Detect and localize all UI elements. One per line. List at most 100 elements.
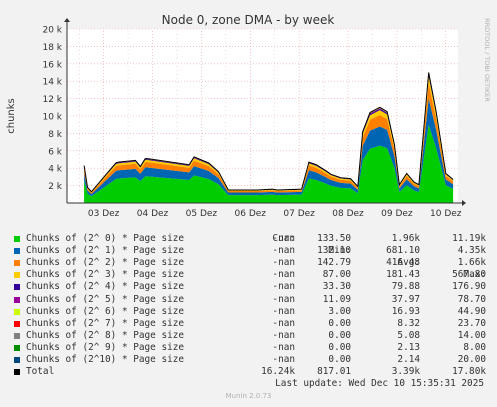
legend-header-max: Max: [463,269,486,281]
last-update: Last update: Wed Dec 10 15:35:31 2025 [275,378,484,389]
legend-avg: 681.10 [386,245,420,257]
legend-swatch [14,320,20,327]
legend-avg: 5.08 [397,329,420,341]
legend-current: 16.24k [261,366,295,378]
munin-version: Munin 2.0.73 [225,392,272,400]
x-tick-label: 05 Dez [186,209,218,219]
y-tick-label: 14 k [42,78,62,88]
legend-current: -nan [272,233,295,245]
legend-max: 11.19k [452,233,486,245]
legend-min: 33.30 [322,281,351,293]
legend-name: Chunks of (2^ 7) * Page size [26,317,185,329]
legend-min: 3.00 [328,305,351,317]
legend-current: -nan [272,329,295,341]
legend-name: Total [26,366,55,378]
legend-swatch [14,344,20,351]
x-axis-arrow [462,200,466,206]
legend-swatch [14,332,20,339]
legend-name: Chunks of (2^ 6) * Page size [26,305,185,317]
legend-max: 4.35k [457,245,486,257]
legend-swatch [14,357,20,364]
legend-current: -nan [272,317,295,329]
legend-min: 0.00 [328,317,351,329]
legend-name: Chunks of (2^ 5) * Page size [26,293,185,305]
y-tick-label: 2 k [48,182,63,192]
x-tick-label: 09 Dez [381,209,413,219]
legend-avg: 1.96k [391,233,420,245]
legend-row: Chunks of (2^10) * Page size -nan 0.00 2.14… [14,354,489,366]
legend-current: -nan [272,269,295,281]
legend-current: -nan [272,281,295,293]
legend-row: Chunks of (2^ 3) * Page size -nan 87.00 181… [14,269,489,281]
legend-row: Chunks of (2^ 6) * Page size -nan 3.00 16.9… [14,306,489,318]
legend-max: 23.70 [457,317,486,329]
legend-row: Chunks of (2^ 0) * Page size -nan 133.50 1.… [14,233,489,245]
x-tick-label: 04 Dez [137,209,169,219]
legend-avg: 8.32 [397,317,420,329]
legend-avg: 16.93 [391,305,420,317]
legend-min: 142.79 [317,257,351,269]
legend-avg: 2.13 [397,341,420,353]
legend-max: 1.66k [457,257,486,269]
legend-min: 87.00 [322,269,351,281]
legend-min: 0.00 [328,354,351,366]
legend-header-cur: Cur: [272,233,295,245]
legend-row: Chunks of (2^ 7) * Page size -nan 0.00 8.32… [14,318,489,330]
legend-current: -nan [272,354,295,366]
chart-title: Node 0, zone DMA - by week [162,13,335,27]
legend-name: Chunks of (2^ 9) * Page size [26,341,185,353]
legend-name: Chunks of (2^10) * Page size [26,354,185,366]
y-tick-label: 12 k [42,95,62,105]
area-chunks-of-2-1-page-size [84,98,454,197]
legend-swatch [14,296,20,303]
legend-row: Chunks of (2^ 4) * Page size -nan 33.30 79.… [14,281,489,293]
legend-name: Chunks of (2^ 0) * Page size [26,233,185,245]
legend-current: -nan [272,305,295,317]
legend-header: Cur: Min: Avg: Max: [14,221,489,280]
legend-avg: 3.39k [391,366,420,378]
legend-max: 8.00 [463,341,486,353]
legend-max: 14.00 [457,329,486,341]
area-chunks-of-2-0-page-size [84,124,454,203]
legend-row: Chunks of (2^ 5) * Page size -nan 11.09 37.… [14,294,489,306]
legend-min: 0.00 [328,341,351,353]
legend-max: 176.90 [452,281,486,293]
y-tick-label: 6 k [48,147,63,157]
y-axis-label: chunks [6,98,17,134]
y-axis-arrow [64,18,70,22]
legend-min: 133.50 [317,233,351,245]
legend-avg: 416.48 [386,257,420,269]
x-tick-label: 10 Dez [430,209,462,219]
legend-swatch [14,369,20,376]
y-tick-label: 10 k [42,113,62,123]
legend-header-avg: Avg: [397,257,420,269]
legend-current: -nan [272,341,295,353]
legend-max: 567.80 [452,269,486,281]
legend-avg: 2.14 [397,354,420,366]
legend-max: 78.70 [457,293,486,305]
legend-row: Chunks of (2^ 9) * Page size -nan 0.00 2.13… [14,342,489,354]
legend-row: Chunks of (2^ 1) * Page size -nan 132.10 68… [14,245,489,257]
x-tick-label: 07 Dez [283,209,315,219]
legend-max: 17.80k [452,366,486,378]
legend-row: Chunks of (2^ 8) * Page size -nan 0.00 5.08… [14,330,489,342]
legend-swatch [14,236,20,243]
legend-swatch [14,284,20,291]
x-tick-label: 06 Dez [235,209,267,219]
y-tick-label: 20 k [42,26,62,36]
legend-min: 132.10 [317,245,351,257]
rrdtool-credit: RRDTOOL / TOBI OETIKER [483,18,491,102]
legend-current: -nan [272,257,295,269]
legend-name: Chunks of (2^ 8) * Page size [26,329,185,341]
legend-current: -nan [272,293,295,305]
area-chunks-of-2-2-page-size [84,82,454,194]
legend-max: 20.00 [457,354,486,366]
legend-current: -nan [272,245,295,257]
chart-svg: 2 k 4 k 6 k 8 k 10 k 12 k 14 k 16 k 18 k 20 k 03 D… [6,13,491,219]
legend-min: 817.01 [317,366,351,378]
x-tick-label: 03 Dez [88,209,120,219]
legend-name: Chunks of (2^ 2) * Page size [26,257,185,269]
legend-swatch [14,308,20,315]
legend-name: Chunks of (2^ 4) * Page size [26,281,185,293]
y-tick-label: 8 k [48,130,63,140]
